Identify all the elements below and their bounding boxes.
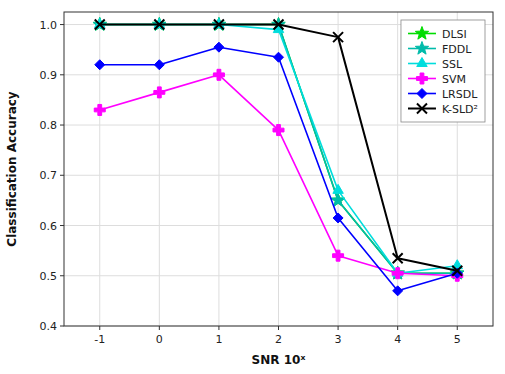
- point: [393, 253, 403, 263]
- x-tick: [457, 326, 458, 330]
- point: [274, 20, 284, 30]
- point: [154, 87, 165, 98]
- y-tick-label: 0.4: [40, 320, 58, 333]
- legend-marker: [417, 89, 427, 99]
- y-tick-label: 0.6: [40, 220, 58, 233]
- x-grid-line: [218, 12, 219, 326]
- x-tick: [159, 326, 160, 330]
- point: [154, 20, 164, 30]
- point: [393, 286, 403, 296]
- x-tick-label: -1: [94, 333, 105, 346]
- x-tick: [397, 326, 398, 330]
- point: [391, 266, 404, 279]
- x-tick-label: 0: [156, 333, 163, 346]
- point: [333, 250, 344, 261]
- legend-marker: [417, 104, 427, 114]
- point: [333, 32, 343, 42]
- point: [333, 184, 343, 193]
- legend-marker: [415, 42, 428, 55]
- grid: [64, 12, 493, 326]
- x-tick-label: 3: [335, 333, 342, 346]
- y-axis-label: Classification Accuracy: [5, 91, 19, 247]
- legend-label: DLSI: [442, 28, 467, 41]
- legend-label: LRSDL: [442, 88, 478, 101]
- y-grid-line: [64, 275, 493, 276]
- x-tick: [338, 326, 339, 330]
- y-tick: [60, 24, 64, 25]
- point: [452, 266, 462, 276]
- legend-marker: [415, 27, 428, 40]
- point: [214, 20, 224, 30]
- point: [95, 60, 105, 70]
- x-tick-label: 4: [394, 333, 401, 346]
- y-tick: [60, 125, 64, 126]
- legend-marker: [416, 73, 427, 84]
- x-grid-line: [338, 12, 339, 326]
- x-tick-label: 1: [215, 333, 222, 346]
- point: [392, 268, 403, 279]
- point: [333, 213, 343, 223]
- point: [273, 125, 284, 136]
- legend-label: SVM: [442, 73, 466, 86]
- x-tick: [218, 326, 219, 330]
- legend-frame: [401, 20, 485, 122]
- point: [95, 20, 105, 30]
- y-tick: [60, 225, 64, 226]
- legend-label: FDDL: [442, 43, 472, 56]
- point: [214, 42, 224, 52]
- point: [213, 69, 224, 80]
- legend-marker: [417, 58, 427, 67]
- y-tick-label: 0.5: [40, 270, 58, 283]
- plot-frame: [64, 12, 493, 326]
- x-tick-label: 5: [454, 333, 461, 346]
- legend-label: K-SLD²: [442, 103, 478, 116]
- legend-label: SSL: [442, 58, 463, 71]
- point: [94, 104, 105, 115]
- legend: DLSI FDDL SSL SVM LRSDL K-SLD²: [401, 20, 485, 122]
- y-tick-label: 1.0: [40, 19, 58, 32]
- y-grid-line: [64, 225, 493, 226]
- point: [274, 52, 284, 62]
- x-axis-label: SNR 10ˣ: [252, 353, 306, 367]
- chart: -1 0 1 2 3 4 5 0.4 0.5 0.6 0.7 0.8 0.9 1.0 SNR 10ˣ Clas…: [0, 0, 505, 374]
- y-tick: [60, 326, 64, 327]
- y-tick: [60, 175, 64, 176]
- y-grid-line: [64, 175, 493, 176]
- y-tick-label: 0.9: [40, 69, 58, 82]
- y-tick: [60, 74, 64, 75]
- y-tick-label: 0.7: [40, 169, 58, 182]
- y-tick: [60, 275, 64, 276]
- x-tick-label: 2: [275, 333, 282, 346]
- axes: -1 0 1 2 3 4 5 0.4 0.5 0.6 0.7 0.8 0.9 1.0: [40, 19, 461, 346]
- y-tick-label: 0.8: [40, 119, 58, 132]
- point: [154, 60, 164, 70]
- x-tick: [99, 326, 100, 330]
- x-tick: [278, 326, 279, 330]
